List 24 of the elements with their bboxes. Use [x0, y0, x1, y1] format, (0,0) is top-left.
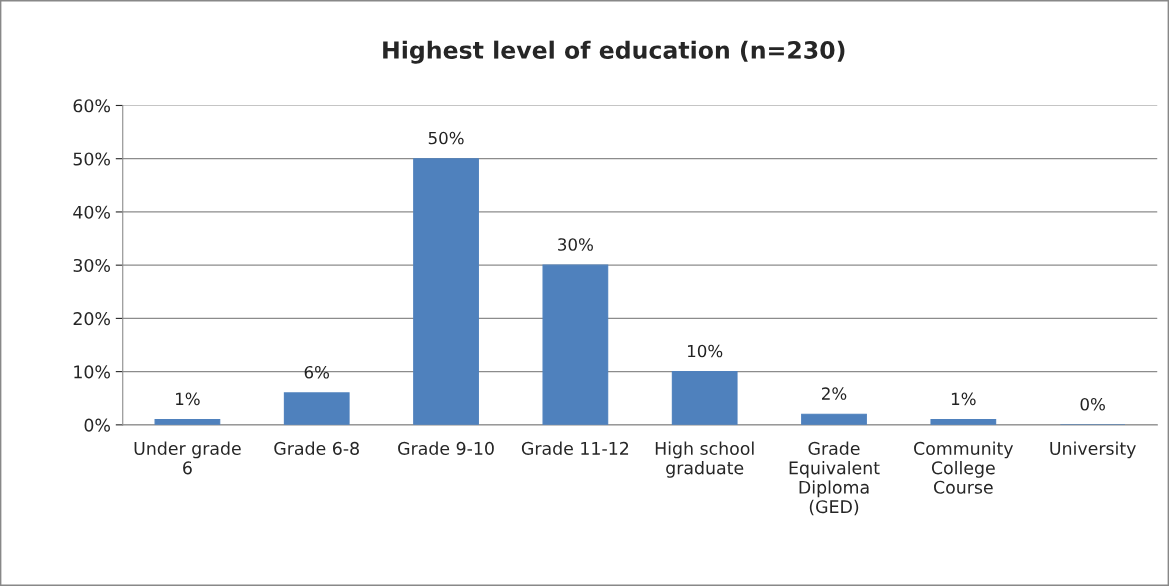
data-label: 0% — [1080, 397, 1105, 411]
data-label: 30% — [558, 238, 593, 251]
x-tick-label: University — [1050, 441, 1136, 459]
data-label: 6% — [304, 365, 330, 379]
data-label: 2% — [822, 387, 847, 400]
x-tick-label: High school graduate — [655, 441, 754, 478]
data-label: 1% — [176, 392, 200, 406]
y-tick-label: 10% — [74, 365, 110, 379]
x-tick-label: Grade 9-10 — [398, 441, 494, 455]
data-label: 10% — [688, 344, 723, 358]
x-tick-label: Grade 6-8 — [274, 441, 359, 455]
data-label: 1% — [951, 392, 976, 406]
x-tick-label: Community College Course — [914, 441, 1014, 494]
y-tick-label: 50% — [73, 152, 110, 166]
y-tick-label: 20% — [73, 312, 110, 326]
chart-title: Highest level of education (n=230) — [383, 40, 845, 64]
y-tick-label: 40% — [73, 205, 110, 219]
x-tick-label: Grade 11-12 — [521, 441, 629, 455]
y-tick-label: 60% — [73, 99, 110, 113]
data-label: 50% — [428, 131, 464, 145]
x-tick-label: Under grade 6 — [134, 441, 241, 475]
y-tick-label: 30% — [73, 258, 110, 273]
y-tick-label: 0% — [84, 418, 110, 432]
x-tick-label: Grade Equivalent Diploma (GED) — [789, 441, 880, 516]
